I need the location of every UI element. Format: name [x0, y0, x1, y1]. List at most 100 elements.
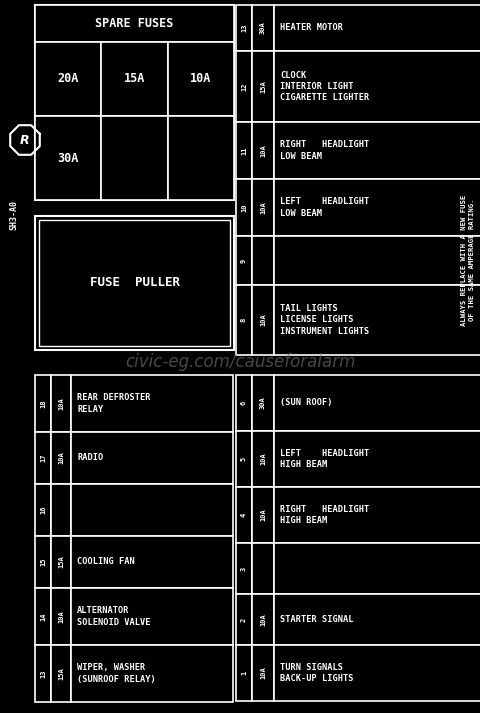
Bar — [71, 588, 233, 645]
Bar — [236, 179, 252, 236]
Bar — [101, 42, 168, 116]
Bar — [39, 220, 230, 346]
Text: 10A: 10A — [58, 610, 64, 623]
Bar — [236, 645, 252, 701]
Text: 4: 4 — [241, 513, 247, 517]
Bar — [51, 588, 71, 645]
Text: REAR DEFROSTER
RELAY: REAR DEFROSTER RELAY — [77, 394, 151, 414]
Text: SH3-A0: SH3-A0 — [10, 200, 19, 230]
Bar — [252, 51, 274, 122]
Bar — [51, 645, 71, 702]
Bar — [252, 5, 274, 51]
Text: 12: 12 — [241, 82, 247, 91]
Text: RIGHT   HEADLIGHT
HIGH BEAM: RIGHT HEADLIGHT HIGH BEAM — [280, 505, 369, 525]
Bar — [252, 236, 274, 285]
Bar — [236, 543, 252, 594]
Bar — [274, 487, 480, 543]
Bar — [252, 122, 274, 179]
Text: 1: 1 — [241, 671, 247, 675]
Bar — [51, 536, 71, 588]
Text: 14: 14 — [40, 612, 46, 621]
Bar — [236, 431, 252, 487]
Text: 10A: 10A — [260, 201, 266, 214]
Text: R: R — [20, 133, 30, 146]
Text: WIPER, WASHER
(SUNROOF RELAY): WIPER, WASHER (SUNROOF RELAY) — [77, 664, 156, 684]
Text: 10A: 10A — [260, 453, 266, 466]
Bar — [236, 51, 252, 122]
Text: ALWAYS REPLACE WITH A NEW FUSE
OF THE SAME AMPERAGE RATING.: ALWAYS REPLACE WITH A NEW FUSE OF THE SA… — [461, 195, 475, 326]
Bar — [236, 285, 252, 355]
Text: 10A: 10A — [260, 613, 266, 626]
Bar — [236, 487, 252, 543]
Text: 30A: 30A — [58, 151, 79, 165]
Bar — [35, 116, 101, 200]
Bar — [236, 122, 252, 179]
Bar — [168, 116, 234, 200]
Bar — [35, 42, 101, 116]
Text: 15A: 15A — [58, 555, 64, 568]
Text: 10A: 10A — [58, 451, 64, 464]
Text: LEFT    HEADLIGHT
LOW BEAM: LEFT HEADLIGHT LOW BEAM — [280, 198, 369, 217]
Bar — [71, 484, 233, 536]
Bar — [274, 543, 480, 594]
Text: 13: 13 — [241, 24, 247, 32]
Text: 30A: 30A — [260, 396, 266, 409]
Text: LEFT    HEADLIGHT
HIGH BEAM: LEFT HEADLIGHT HIGH BEAM — [280, 449, 369, 469]
Bar — [236, 375, 252, 431]
Bar — [35, 216, 234, 350]
Bar — [252, 543, 274, 594]
Bar — [236, 594, 252, 645]
Text: 6: 6 — [241, 401, 247, 405]
Text: HEATER MOTOR: HEATER MOTOR — [280, 24, 343, 33]
Bar — [35, 432, 51, 484]
Text: 10A: 10A — [58, 397, 64, 410]
Bar — [252, 431, 274, 487]
Bar — [274, 645, 480, 701]
Bar — [35, 536, 51, 588]
Bar — [252, 645, 274, 701]
Text: 15A: 15A — [58, 667, 64, 680]
Text: ALTERNATOR
SOLENOID VALVE: ALTERNATOR SOLENOID VALVE — [77, 607, 151, 627]
Bar — [101, 116, 168, 200]
Bar — [51, 484, 71, 536]
Text: FUSE  PULLER: FUSE PULLER — [89, 277, 180, 289]
Bar — [252, 179, 274, 236]
Bar — [71, 375, 233, 432]
Text: RADIO: RADIO — [77, 453, 103, 463]
Bar — [274, 285, 480, 355]
Bar — [35, 5, 234, 42]
Text: COOLING FAN: COOLING FAN — [77, 558, 135, 567]
Text: civic-eg.com/causeforalarm: civic-eg.com/causeforalarm — [125, 353, 355, 371]
Text: STARTER SIGNAL: STARTER SIGNAL — [280, 615, 353, 624]
Text: TAIL LIGHTS
LICENSE LIGHTS
INSTRUMENT LIGHTS: TAIL LIGHTS LICENSE LIGHTS INSTRUMENT LI… — [280, 304, 369, 336]
Text: 17: 17 — [40, 453, 46, 462]
Bar — [274, 179, 480, 236]
Bar — [274, 51, 480, 122]
Text: 5: 5 — [241, 457, 247, 461]
Text: 10: 10 — [241, 203, 247, 212]
Bar — [35, 645, 51, 702]
Text: 20A: 20A — [58, 73, 79, 86]
Text: 10A: 10A — [190, 73, 212, 86]
Bar — [252, 594, 274, 645]
Bar — [71, 645, 233, 702]
Bar — [51, 432, 71, 484]
Text: TURN SIGNALS
BACK-UP LIGHTS: TURN SIGNALS BACK-UP LIGHTS — [280, 663, 353, 683]
Text: 2: 2 — [241, 617, 247, 622]
Bar — [236, 5, 252, 51]
Bar — [274, 594, 480, 645]
Bar — [274, 375, 480, 431]
Text: 10A: 10A — [260, 314, 266, 327]
Text: 8: 8 — [241, 318, 247, 322]
Text: 10A: 10A — [260, 667, 266, 679]
Text: CLOCK
INTERIOR LIGHT
CIGARETTE LIGHTER: CLOCK INTERIOR LIGHT CIGARETTE LIGHTER — [280, 71, 369, 102]
Bar — [274, 122, 480, 179]
Text: 10A: 10A — [260, 144, 266, 157]
Text: 15A: 15A — [124, 73, 145, 86]
Bar — [35, 375, 51, 432]
Bar — [252, 285, 274, 355]
Bar — [274, 236, 480, 285]
Bar — [35, 484, 51, 536]
Bar — [252, 487, 274, 543]
Bar — [274, 5, 480, 51]
